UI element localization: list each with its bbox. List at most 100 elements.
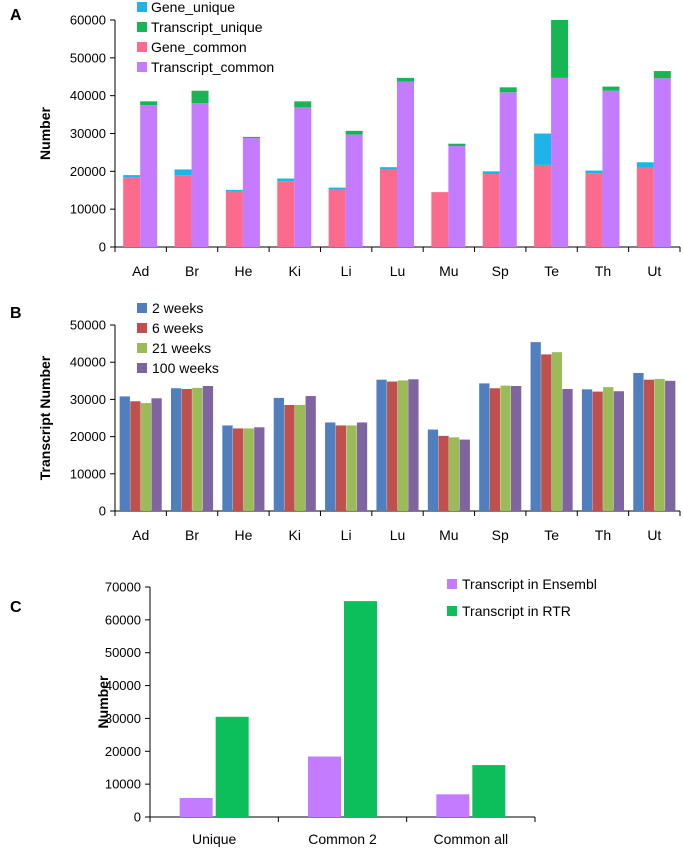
y-tick-label: 60000	[105, 612, 141, 627]
x-tick-label: Br	[185, 263, 199, 279]
bar-21-weeks	[192, 387, 203, 511]
bar-gene-unique	[380, 167, 397, 170]
bar-transcript-in-rtr	[344, 601, 377, 817]
bar-transcript-common	[448, 145, 466, 247]
y-axis-label: Transcript Number	[37, 355, 53, 480]
bar-transcript-unique	[397, 77, 414, 82]
bar-100-weeks	[202, 386, 214, 511]
bar-gene-common	[225, 191, 243, 247]
bar-6-weeks	[387, 381, 398, 511]
bar-gene-unique	[585, 170, 603, 174]
legend-label: Gene_common	[151, 39, 247, 55]
bar-gene-common	[380, 169, 397, 247]
y-axis-label: Number	[95, 675, 111, 728]
bar-transcript-unique	[551, 20, 569, 78]
x-tick-label: Li	[341, 527, 352, 543]
bar-21-weeks	[397, 380, 408, 511]
legend-swatch	[137, 22, 147, 32]
x-tick-label: Th	[595, 263, 611, 279]
y-tick-label: 40000	[70, 355, 106, 370]
bar-2-weeks	[273, 397, 285, 511]
bar-21-weeks	[294, 404, 306, 511]
x-tick-label: Ut	[647, 527, 661, 543]
y-tick-label: 60000	[70, 13, 106, 28]
y-tick-label: 0	[134, 810, 141, 825]
legend-label: 100 weeks	[152, 360, 219, 376]
bar-21-weeks	[551, 352, 563, 511]
panel-label-b: B	[10, 305, 22, 322]
legend-swatch	[447, 606, 457, 616]
legend-label: Gene_unique	[151, 0, 235, 15]
bar-6-weeks	[643, 379, 655, 511]
bar-gene-common	[328, 189, 346, 247]
bar-100-weeks	[254, 427, 265, 511]
legend-swatch	[137, 2, 147, 12]
legend-label: Transcript_common	[151, 59, 274, 75]
bar-100-weeks	[356, 422, 368, 511]
bar-gene-common	[482, 173, 500, 247]
bar-gene-unique	[123, 175, 141, 178]
bar-100-weeks	[459, 439, 470, 511]
x-tick-label: Ki	[289, 263, 301, 279]
bar-6-weeks	[335, 425, 346, 511]
bar-2-weeks	[170, 388, 182, 511]
bar-transcript-unique	[191, 90, 209, 104]
bar-gene-unique	[174, 169, 192, 176]
bar-2-weeks	[530, 342, 541, 511]
bar-6-weeks	[592, 391, 603, 511]
y-tick-label: 50000	[70, 50, 106, 65]
bar-gene-common	[585, 173, 603, 247]
x-tick-label: Sp	[492, 263, 509, 279]
y-tick-label: 0	[99, 240, 106, 255]
legend-swatch	[137, 42, 147, 52]
x-tick-label: Common 2	[308, 831, 377, 847]
y-tick-label: 20000	[105, 744, 141, 759]
y-tick-label: 40000	[105, 678, 141, 693]
x-tick-label: Common all	[433, 831, 508, 847]
bar-2-weeks	[325, 422, 336, 511]
x-tick-label: Te	[544, 527, 559, 543]
legend-swatch	[137, 303, 147, 313]
bar-6-weeks	[489, 388, 501, 511]
bar-2-weeks	[581, 389, 593, 511]
bar-6-weeks	[232, 428, 244, 511]
x-tick-label: Li	[341, 263, 352, 279]
bar-transcript-common	[653, 78, 671, 247]
legend-label: Transcript_unique	[151, 19, 263, 35]
bar-gene-common	[431, 192, 449, 247]
bar-100-weeks	[305, 396, 316, 511]
y-tick-label: 30000	[105, 711, 141, 726]
bar-6-weeks	[284, 404, 295, 511]
x-tick-label: Th	[595, 527, 611, 543]
bar-transcript-unique	[653, 71, 671, 79]
legend-label: 21 weeks	[152, 340, 211, 356]
y-axis-label: Number	[37, 107, 53, 160]
bar-100-weeks	[151, 398, 162, 511]
bar-100-weeks	[562, 388, 573, 511]
bar-transcript-common	[551, 77, 569, 247]
bar-transcript-common	[140, 105, 158, 247]
x-tick-label: Br	[185, 527, 199, 543]
bar-21-weeks	[654, 378, 665, 511]
legend-swatch	[137, 62, 147, 72]
bar-2-weeks	[479, 383, 490, 511]
x-tick-label: Mu	[439, 263, 458, 279]
x-tick-label: Ad	[132, 527, 149, 543]
bar-transcript-common	[602, 90, 620, 247]
bar-2-weeks	[376, 379, 387, 511]
y-tick-label: 50000	[105, 645, 141, 660]
bar-gene-common	[277, 181, 295, 247]
bar-gene-unique	[534, 133, 552, 165]
bar-100-weeks	[510, 386, 522, 511]
bar-transcript-in-ensembl	[308, 756, 341, 817]
x-tick-label: He	[234, 263, 252, 279]
y-tick-label: 20000	[70, 164, 106, 179]
bar-6-weeks	[541, 354, 552, 511]
y-tick-label: 70000	[105, 580, 141, 595]
bar-2-weeks	[633, 372, 644, 511]
x-tick-label: Te	[544, 263, 559, 279]
bar-21-weeks	[140, 403, 152, 511]
bar-21-weeks	[449, 437, 460, 511]
bar-2-weeks	[222, 425, 233, 511]
x-tick-label: Ut	[647, 263, 661, 279]
